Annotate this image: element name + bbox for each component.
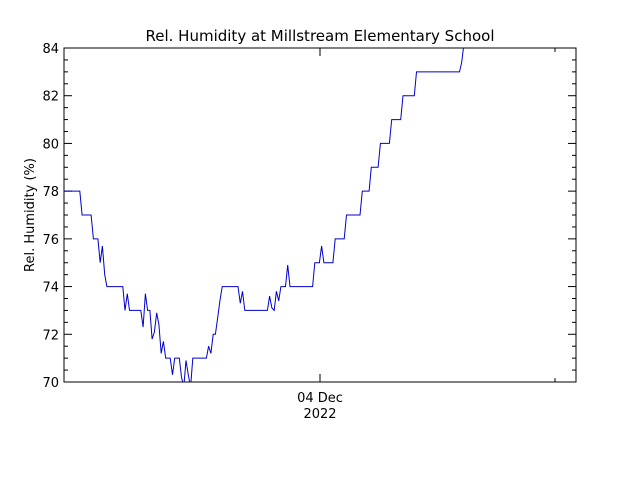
plot-frame [63, 47, 577, 383]
x-tick-label-date: 04 Dec [297, 391, 343, 406]
y-tick-label-70: 70 [42, 376, 59, 391]
humidity-series-line [64, 48, 464, 382]
y-tick-label-84: 84 [42, 42, 59, 57]
chart-title: Rel. Humidity at Millstream Elementary S… [146, 27, 495, 45]
y-tick-label-74: 74 [42, 281, 59, 296]
y-tick-label-80: 80 [42, 137, 59, 152]
y-tick-label-78: 78 [42, 185, 59, 200]
y-tick-label-72: 72 [42, 328, 59, 343]
y-axis: 70 72 74 76 78 80 82 84 [42, 42, 576, 391]
x-axis: 04 Dec 2022 [297, 48, 556, 422]
y-tick-label-76: 76 [42, 233, 59, 248]
x-tick-label-year: 2022 [303, 407, 336, 422]
y-tick-label-82: 82 [42, 90, 59, 105]
y-axis-label: Rel. Humidity (%) [23, 158, 38, 272]
